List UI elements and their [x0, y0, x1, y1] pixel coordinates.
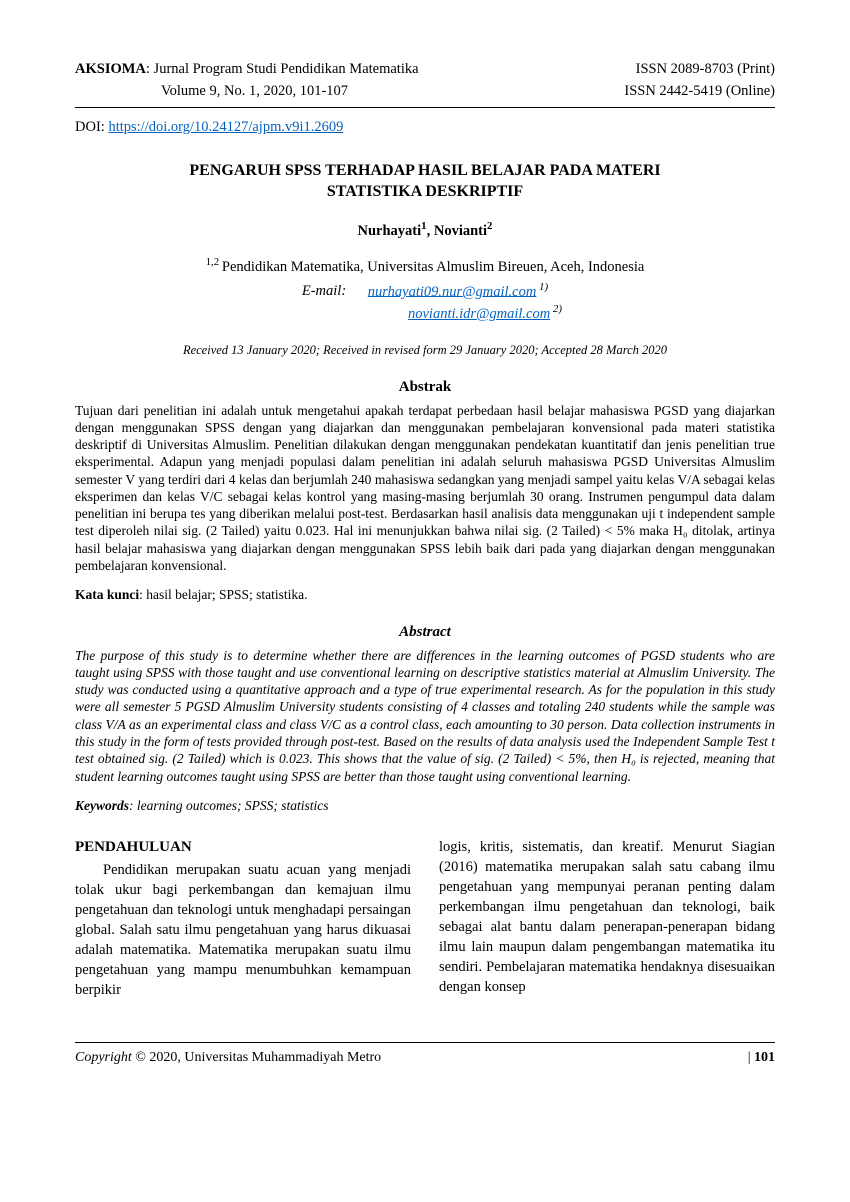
footer: Copyright © 2020, Universitas Muhammadiy…: [75, 1049, 775, 1068]
column-right: logis, kritis, sistematis, dan kreatif. …: [439, 837, 775, 1000]
authors: Nurhayati1, Novianti2: [75, 219, 775, 241]
email-2-sup: 2): [550, 303, 562, 315]
column-left: PENDAHULUAN Pendidikan merupakan suatu a…: [75, 837, 411, 1000]
email-block: E-mail: nurhayati09.nur@gmail.com 1) nov…: [75, 280, 775, 325]
kata-kunci-value: : hasil belajar; SPSS; statistika.: [139, 587, 307, 602]
body-columns: PENDAHULUAN Pendidikan merupakan suatu a…: [75, 837, 775, 1000]
author-2-sup: 2: [487, 220, 492, 232]
doi-line: DOI: https://doi.org/10.24127/ajpm.v9i1.…: [75, 118, 775, 138]
abstract-heading: Abstract: [75, 622, 775, 642]
author-2: Novianti: [434, 223, 487, 239]
header-line2: Volume 9, No. 1, 2020, 101-107 ISSN 2442…: [75, 82, 775, 102]
email-1-sup: 1): [536, 281, 548, 293]
keywords: Keywords: learning outcomes; SPSS; stati…: [75, 797, 775, 815]
doi-link[interactable]: https://doi.org/10.24127/ajpm.v9i1.2609: [108, 119, 343, 135]
kata-kunci-label: Kata kunci: [75, 587, 139, 602]
doi-label: DOI:: [75, 119, 108, 135]
article-title: PENGARUH SPSS TERHADAP HASIL BELAJAR PAD…: [75, 160, 775, 203]
journal-title: AKSIOMA: Jurnal Program Studi Pendidikan…: [75, 60, 419, 80]
issn-print: ISSN 2089-8703 (Print): [636, 60, 775, 80]
issn-online: ISSN 2442-5419 (Online): [624, 82, 775, 102]
abstrak-heading: Abstrak: [75, 377, 775, 397]
journal-name: AKSIOMA: [75, 61, 146, 77]
journal-subtitle: : Jurnal Program Studi Pendidikan Matema…: [146, 61, 419, 77]
abstrak-body: Tujuan dari penelitian ini adalah untuk …: [75, 402, 775, 575]
page-number: 101: [754, 1050, 775, 1065]
kata-kunci: Kata kunci: hasil belajar; SPSS; statist…: [75, 586, 775, 604]
author-sep: ,: [427, 223, 434, 239]
section-heading-pendahuluan: PENDAHULUAN: [75, 837, 411, 858]
column-left-text: Pendidikan merupakan suatu acuan yang me…: [75, 860, 411, 1000]
header-line1: AKSIOMA: Jurnal Program Studi Pendidikan…: [75, 60, 775, 80]
affiliation-sup: 1,2: [206, 256, 222, 268]
email-label: E-mail:: [302, 283, 346, 299]
footer-divider: [75, 1042, 775, 1043]
footer-copyright-text: © 2020, Universitas Muhammadiyah Metro: [135, 1050, 381, 1065]
received-dates: Received 13 January 2020; Received in re…: [75, 342, 775, 359]
header-divider: [75, 107, 775, 108]
footer-copyright-word: Copyright: [75, 1050, 135, 1065]
title-line2: STATISTIKA DESKRIPTIF: [327, 183, 523, 200]
author-1: Nurhayati: [358, 223, 422, 239]
keywords-value: : learning outcomes; SPSS; statistics: [129, 798, 328, 813]
footer-left: Copyright © 2020, Universitas Muhammadiy…: [75, 1049, 381, 1068]
footer-right: | 101: [748, 1049, 775, 1068]
volume-info: Volume 9, No. 1, 2020, 101-107: [75, 82, 348, 102]
affiliation: 1,2 Pendidikan Matematika, Universitas A…: [75, 255, 775, 277]
keywords-label: Keywords: [75, 798, 129, 813]
abstract-body: The purpose of this study is to determin…: [75, 647, 775, 785]
title-line1: PENGARUH SPSS TERHADAP HASIL BELAJAR PAD…: [189, 162, 660, 179]
column-right-text: logis, kritis, sistematis, dan kreatif. …: [439, 837, 775, 997]
email-1[interactable]: nurhayati09.nur@gmail.com: [368, 283, 537, 299]
affiliation-text: Pendidikan Matematika, Universitas Almus…: [222, 259, 644, 275]
email-2[interactable]: novianti.idr@gmail.com: [408, 306, 550, 322]
